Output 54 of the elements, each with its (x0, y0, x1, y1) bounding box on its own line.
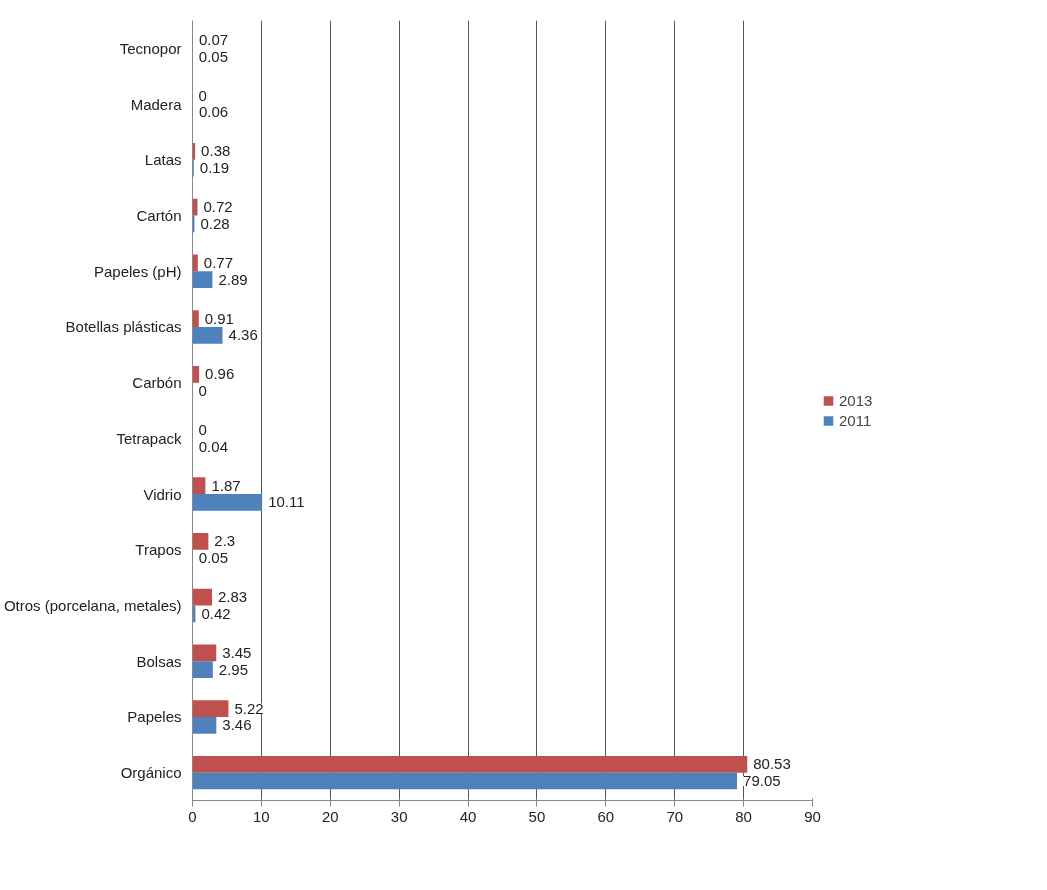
data-label: 0.07 (198, 31, 229, 48)
y-tick-label: Vidrio (143, 485, 182, 503)
data-label: 0.05 (198, 47, 229, 65)
y-tick-label: Tetrapack (116, 429, 182, 447)
data-label: 80.53 (753, 755, 791, 773)
legend-label: 2011 (839, 411, 872, 429)
data-label: 0.38 (201, 142, 231, 160)
x-tick-label: 0 (188, 807, 197, 825)
data-label: 10.11 (268, 493, 305, 511)
x-tick-label: 90 (804, 807, 821, 825)
y-tick-label: Papeles (127, 708, 182, 726)
x-tick-label: 80 (735, 807, 752, 825)
x-tick-label: 60 (597, 807, 615, 825)
y-tick-label: Trapos (135, 541, 182, 559)
data-label: 2.95 (218, 660, 249, 678)
data-label: 0.28 (200, 214, 230, 232)
data-label: 79.05 (743, 772, 781, 789)
x-tick-label: 50 (528, 807, 546, 825)
y-tick-label: Latas (144, 151, 182, 169)
data-label: 0.42 (201, 604, 231, 622)
y-tick-label: Bolsas (136, 652, 182, 670)
data-label: 2.3 (214, 532, 236, 550)
data-label: 0.04 (198, 437, 228, 455)
data-label: 2.89 (218, 270, 248, 288)
data-label: 0.96 (205, 365, 235, 383)
y-tick-label: Orgánico (120, 764, 182, 782)
y-tick-label: Otros (porcelana, metales) (3, 597, 182, 614)
legend-label: 2013 (839, 391, 873, 409)
data-label: 3.46 (222, 716, 252, 734)
x-tick-label: 30 (390, 807, 408, 825)
x-tick-label: 40 (459, 807, 477, 825)
data-label: 0.19 (199, 159, 230, 177)
y-tick-label: Madera (130, 95, 183, 113)
data-label: 4.36 (228, 326, 258, 344)
x-tick-label: 10 (253, 807, 270, 825)
y-tick-label: Botellas plásticas (65, 318, 182, 336)
data-label: 0 (198, 86, 207, 104)
data-label: 2.83 (218, 588, 248, 606)
data-label: 0.05 (198, 549, 229, 567)
data-label: 0.06 (198, 103, 229, 121)
data-label: 0 (198, 421, 207, 438)
data-label: 0 (198, 382, 207, 399)
data-label: 3.45 (222, 643, 252, 661)
x-tick-label: 20 (321, 807, 339, 825)
y-tick-label: Papeles (pH) (93, 262, 182, 280)
data-label: 1.87 (211, 476, 241, 494)
data-label: 0.77 (203, 253, 234, 271)
x-tick-label: 70 (666, 807, 684, 825)
data-label: 0.91 (204, 309, 234, 327)
y-tick-label: Cartón (136, 207, 182, 224)
data-label: 0.72 (203, 198, 233, 216)
y-tick-label: Carbón (132, 374, 182, 392)
data-label: 5.22 (234, 699, 264, 717)
y-tick-label: Tecnopor (119, 39, 182, 57)
